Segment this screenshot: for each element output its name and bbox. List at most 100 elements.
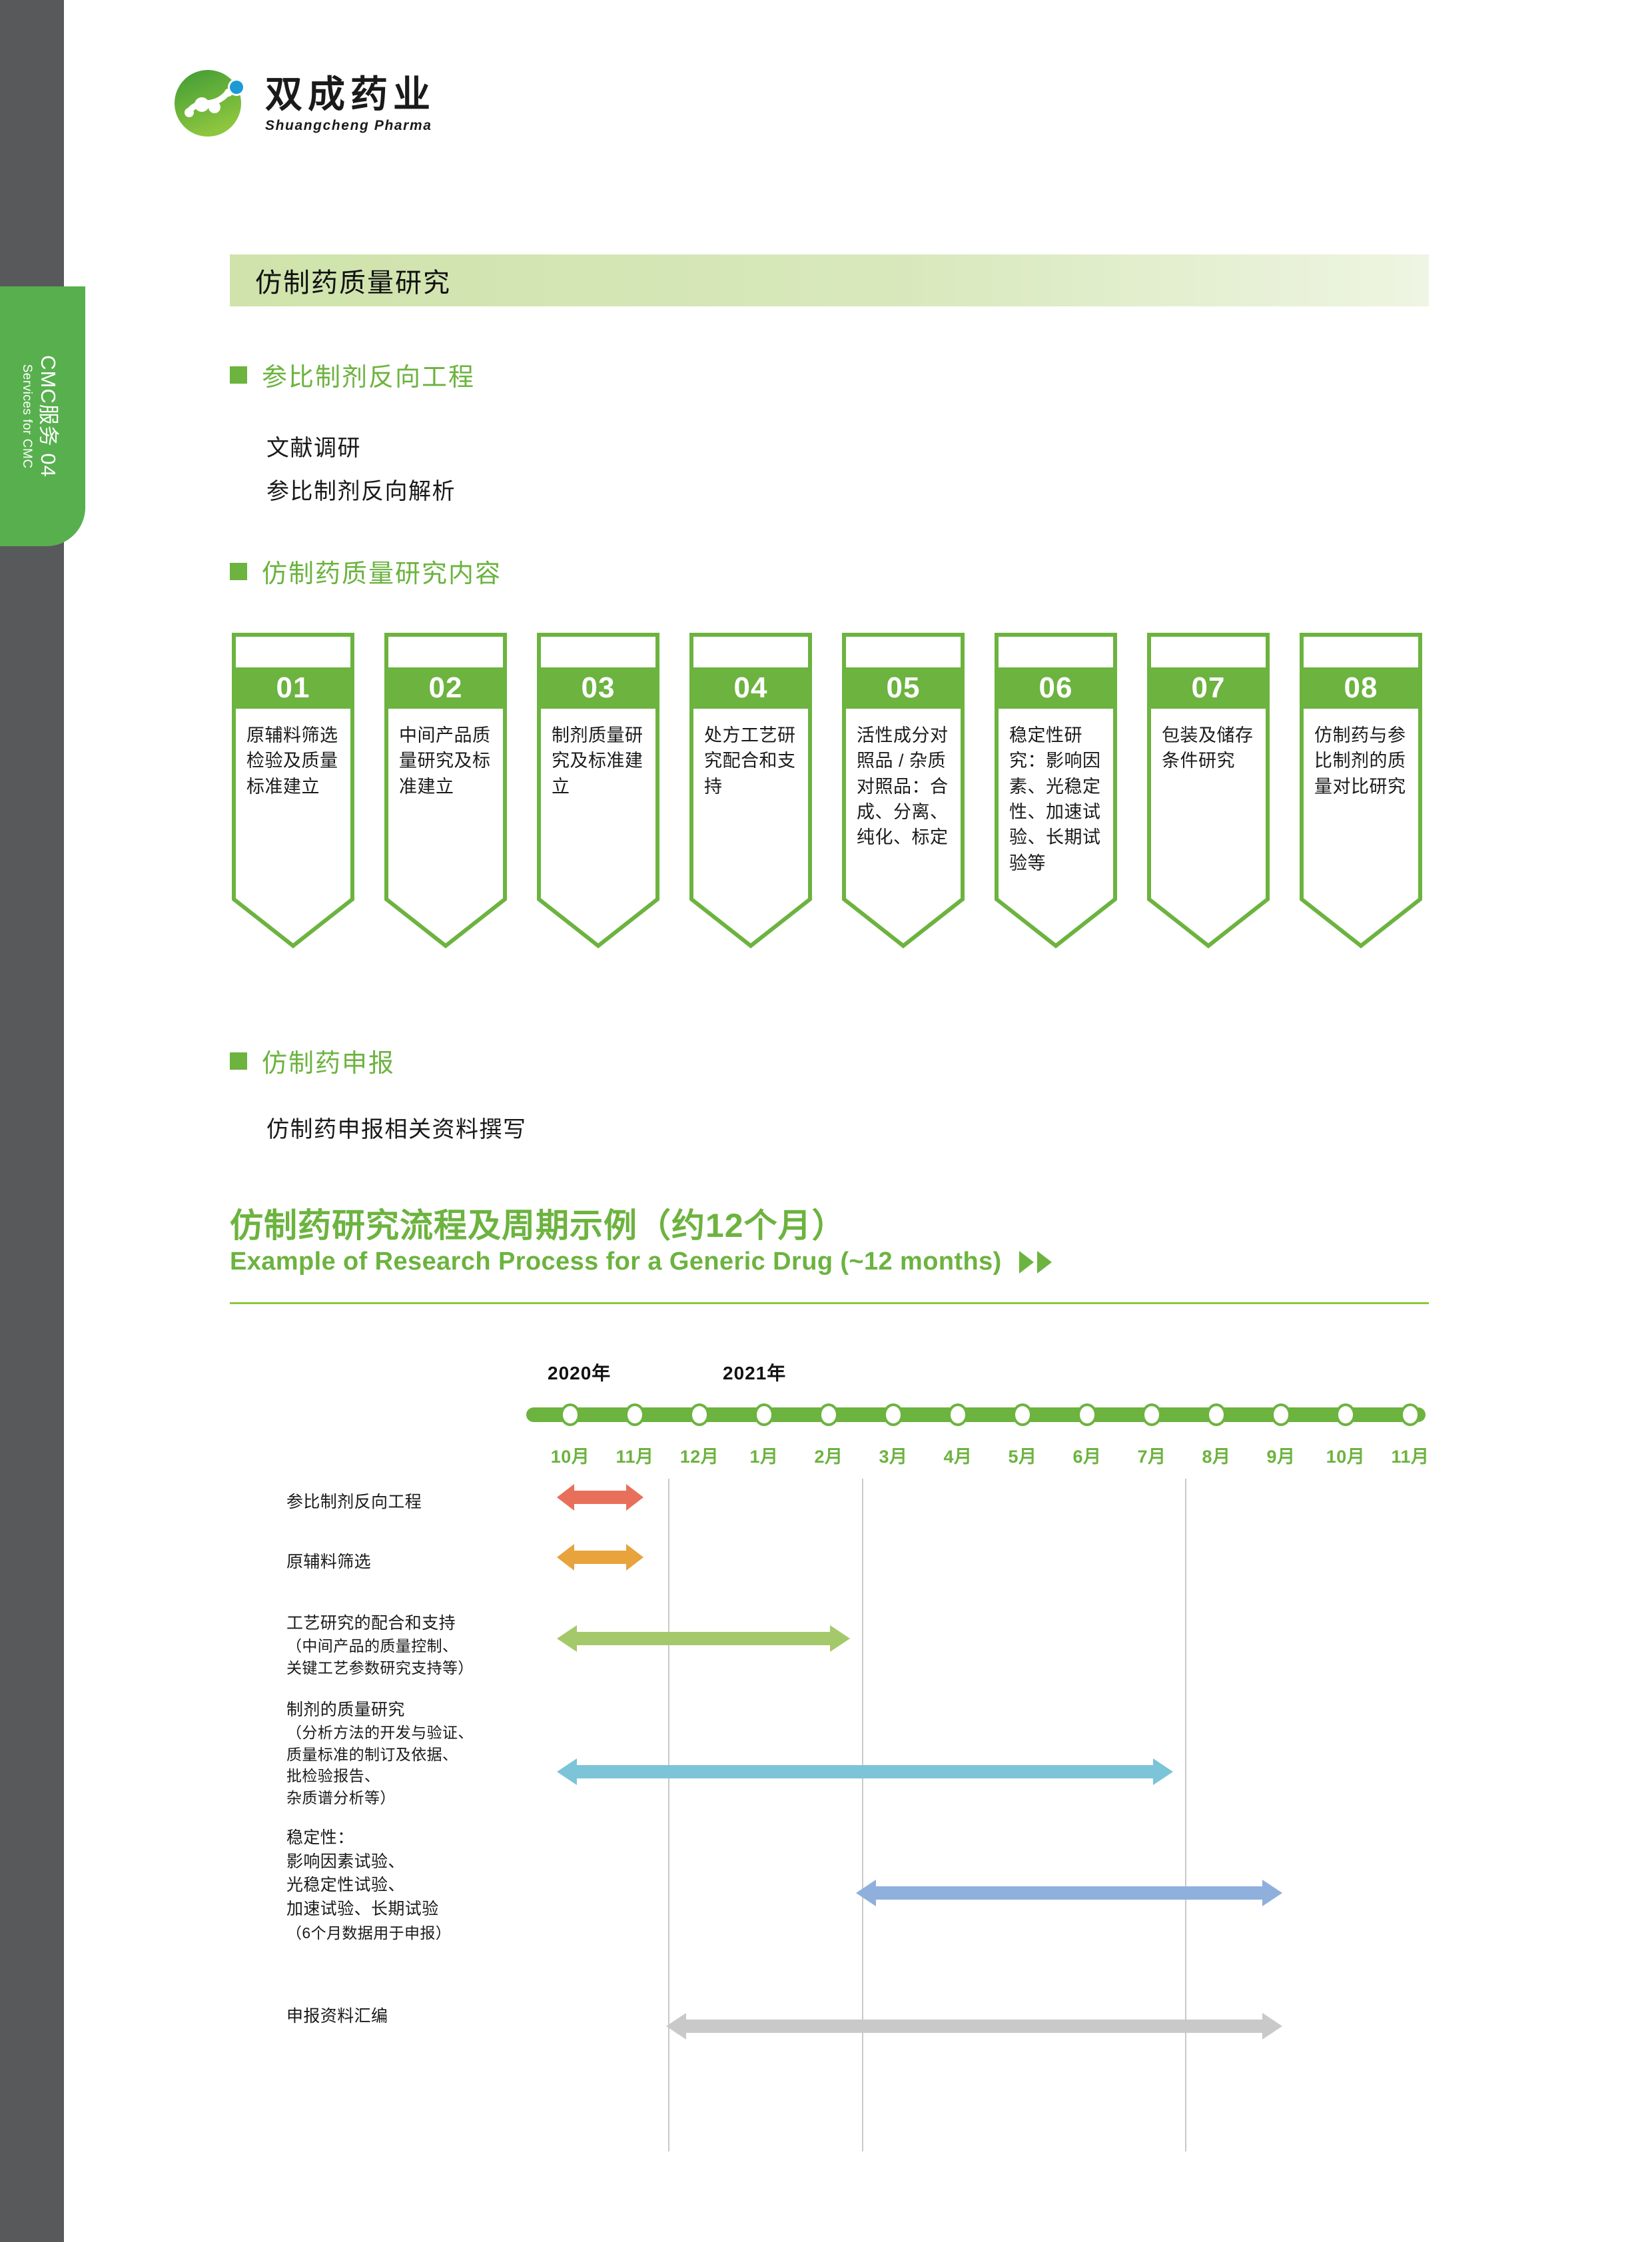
month-label: 9月	[1266, 1447, 1296, 1467]
bullet-square-icon	[230, 562, 247, 580]
gantt-row-label: 原辅料筛选	[286, 1553, 372, 1571]
month-label: 6月	[1072, 1447, 1102, 1467]
gantt-row-label: 制剂的质量研究	[286, 1700, 405, 1719]
card-text: 原辅料筛选检验及质量标准建立	[246, 725, 338, 797]
card-text: 包装及储存条件研究	[1162, 725, 1254, 771]
double-triangle-right-icon	[1019, 1250, 1052, 1274]
axis-marker	[819, 1403, 839, 1426]
side-tab-cmc: CMC服务 04 Services for CMC	[0, 286, 85, 546]
numbered-card-list: 01 原辅料筛选检验及质量标准建立 02 中间产品质量研究及标准建立 03 制剂…	[232, 633, 1431, 966]
month-label: 5月	[1008, 1447, 1037, 1467]
gantt-row-label: 申报资料汇编	[286, 2007, 388, 2026]
card-06: 06 稳定性研究：影响因素、光稳定性、加速试验、长期试验等	[995, 633, 1117, 956]
timeline-axis	[526, 1407, 1426, 1422]
subsection-heading-reverse-engineering: 参比制剂反向工程	[230, 356, 475, 393]
gantt-bar-stability	[856, 1878, 1282, 1908]
card-04: 04 处方工艺研究配合和支持	[689, 633, 812, 956]
subsection-heading-generic-filing: 仿制药申报	[230, 1042, 395, 1079]
axis-marker	[883, 1403, 903, 1426]
gantt-bar-reverse-engineering	[557, 1483, 643, 1512]
axis-marker	[625, 1403, 645, 1426]
card-number: 08	[1344, 671, 1378, 704]
subsection-heading-quality-research-content: 仿制药质量研究内容	[230, 553, 502, 589]
card-text: 活性成分对照品 / 杂质对照品：合成、分离、纯化、标定	[857, 725, 949, 848]
gantt-bar-material-screening	[557, 1543, 643, 1572]
timeline-title-en-row: Example of Research Process for a Generi…	[230, 1248, 1052, 1276]
gantt-row-sublabel: （中间产品的质量控制、 关键工艺参数研究支持等）	[286, 1637, 474, 1677]
month-label: 7月	[1137, 1447, 1166, 1467]
card-03: 03 制剂质量研究及标准建立	[537, 633, 659, 956]
subsection-label: 参比制剂反向工程	[262, 364, 476, 392]
card-number: 01	[276, 671, 310, 704]
card-text: 制剂质量研究及标准建立	[552, 725, 643, 797]
body-line-reverse-analysis: 参比制剂反向解析	[266, 479, 456, 504]
axis-marker	[1271, 1403, 1291, 1426]
subsection-label: 仿制药申报	[262, 1050, 396, 1078]
gantt-bar-process-support	[557, 1624, 850, 1653]
axis-marker	[1077, 1403, 1097, 1426]
gantt-bar-formulation-quality	[557, 1757, 1173, 1786]
axis-marker	[1206, 1403, 1226, 1426]
side-tab-text-group: CMC服务 04 Services for CMC	[0, 286, 85, 546]
section-title: 仿制药质量研究	[255, 268, 451, 298]
axis-marker	[689, 1403, 709, 1426]
month-label: 10月	[1326, 1447, 1366, 1467]
side-tab-background	[0, 286, 85, 546]
body-line-filing-docs: 仿制药申报相关资料撰写	[266, 1117, 527, 1142]
card-number: 02	[428, 671, 463, 704]
month-label: 12月	[679, 1447, 719, 1467]
axis-marker	[1142, 1403, 1162, 1426]
gantt-chart: 2020年 2021年 10月 11月 12月 1月 2月 3月 4月 5月 6…	[0, 1345, 1652, 2165]
month-label: 8月	[1202, 1447, 1231, 1467]
card-number: 04	[733, 671, 768, 704]
timeline-title-cn: 仿制药研究流程及周期示例（约12个月）	[230, 1207, 846, 1244]
month-label: 4月	[943, 1447, 973, 1467]
card-02: 02 中间产品质量研究及标准建立	[384, 633, 507, 956]
molecule-circle-logo-icon	[172, 63, 250, 142]
axis-marker	[948, 1403, 968, 1426]
axis-marker	[1336, 1403, 1356, 1426]
card-05: 05 活性成分对照品 / 杂质对照品：合成、分离、纯化、标定	[842, 633, 965, 956]
axis-marker	[560, 1403, 580, 1426]
body-line-literature-survey: 文献调研	[266, 436, 361, 461]
card-text: 处方工艺研究配合和支持	[704, 725, 796, 797]
section-header-band: 仿制药质量研究	[230, 254, 1429, 306]
year-label-2021: 2021年	[723, 1363, 787, 1383]
side-tab-label-cn: CMC服务 04	[37, 355, 61, 478]
month-label: 3月	[879, 1447, 908, 1467]
card-number: 06	[1038, 671, 1073, 704]
gantt-row-label: 参比制剂反向工程	[286, 1493, 422, 1511]
gantt-row-label: 工艺研究的配合和支持	[286, 1614, 456, 1633]
title-divider	[230, 1302, 1429, 1304]
month-label: 10月	[550, 1447, 590, 1467]
card-01: 01 原辅料筛选检验及质量标准建立	[232, 633, 354, 956]
gridline-aug	[1185, 1479, 1186, 2151]
side-tab-label-en: Services for CMC	[20, 364, 35, 469]
gridline-mar	[862, 1479, 863, 2151]
subsection-label: 仿制药质量研究内容	[262, 560, 502, 588]
card-number: 03	[581, 671, 616, 704]
bullet-square-icon	[230, 366, 247, 384]
bullet-square-icon	[230, 1052, 247, 1070]
axis-marker	[1400, 1403, 1420, 1426]
card-08: 08 仿制药与参比制剂的质量对比研究	[1300, 633, 1422, 956]
card-text: 稳定性研究：影响因素、光稳定性、加速试验、长期试验等	[1009, 725, 1101, 873]
card-number: 05	[886, 671, 921, 704]
month-label: 1月	[749, 1447, 779, 1467]
gridline-dec	[668, 1479, 669, 2151]
card-number: 07	[1191, 671, 1226, 704]
card-text: 中间产品质量研究及标准建立	[399, 725, 491, 797]
gantt-row-sublabel: （6个月数据用于申报）	[286, 1924, 452, 1942]
logo-name-en: Shuangcheng Pharma	[265, 118, 432, 134]
brand-logo: 双成药业 Shuangcheng Pharma	[172, 63, 436, 142]
card-text: 仿制药与参比制剂的质量对比研究	[1314, 725, 1406, 797]
logo-name-cn: 双成药业	[265, 72, 436, 117]
gantt-row-label: 稳定性： 影响因素试验、 光稳定性试验、 加速试验、长期试验	[286, 1828, 439, 1918]
axis-marker	[1013, 1403, 1032, 1426]
month-label: 11月	[616, 1447, 654, 1467]
gantt-bar-dossier-compilation	[666, 2012, 1282, 2041]
gantt-row-sublabel: （分析方法的开发与验证、 质量标准的制订及依据、 批检验报告、 杂质谱分析等）	[286, 1724, 474, 1806]
year-label-2020: 2020年	[548, 1363, 612, 1383]
axis-marker	[754, 1403, 774, 1426]
